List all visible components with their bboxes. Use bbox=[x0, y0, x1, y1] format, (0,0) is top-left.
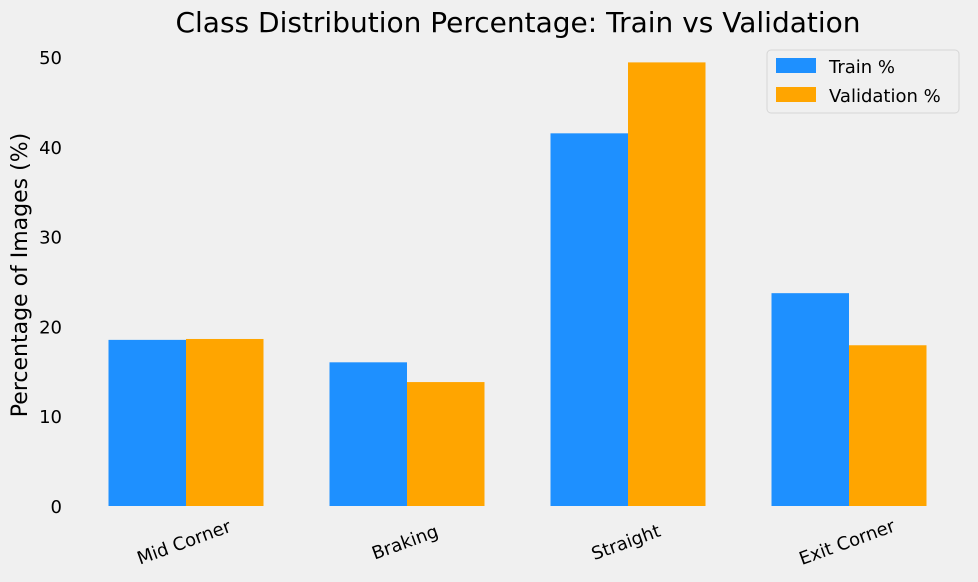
y-tick-label: 20 bbox=[39, 317, 62, 338]
y-tick-label: 0 bbox=[51, 497, 62, 518]
y-tick-label: 30 bbox=[39, 228, 62, 249]
legend: Train % Validation % bbox=[766, 49, 960, 114]
bar-train-straight bbox=[550, 133, 628, 506]
x-tick-label: Exit Corner bbox=[796, 516, 898, 570]
bar-validation-straight bbox=[628, 62, 706, 506]
y-axis-label: Percentage of Images (%) bbox=[8, 133, 33, 417]
bars bbox=[108, 62, 927, 506]
x-tick-label: Straight bbox=[589, 521, 664, 565]
y-tick-label: 50 bbox=[39, 48, 62, 69]
bar-train-mid-corner bbox=[108, 339, 186, 506]
bar-validation-mid-corner bbox=[186, 338, 264, 506]
y-tick-label: 40 bbox=[39, 138, 62, 159]
legend-swatch-validation bbox=[776, 87, 816, 102]
y-axis-ticks: 0 10 20 30 40 50 bbox=[39, 48, 62, 518]
x-tick-label: Mid Corner bbox=[134, 516, 234, 570]
bar-train-braking bbox=[329, 362, 407, 506]
x-tick-label: Braking bbox=[369, 521, 441, 564]
bar-validation-exit-corner bbox=[849, 345, 927, 506]
y-tick-label: 10 bbox=[39, 407, 62, 428]
legend-swatch-train bbox=[776, 58, 816, 73]
bar-train-exit-corner bbox=[771, 293, 849, 506]
legend-label-validation: Validation % bbox=[829, 86, 941, 107]
legend-label-train: Train % bbox=[828, 57, 895, 78]
chart-title: Class Distribution Percentage: Train vs … bbox=[175, 6, 860, 39]
x-axis-ticks: Mid Corner Braking Straight Exit Corner bbox=[134, 516, 898, 570]
bar-validation-braking bbox=[407, 382, 485, 506]
